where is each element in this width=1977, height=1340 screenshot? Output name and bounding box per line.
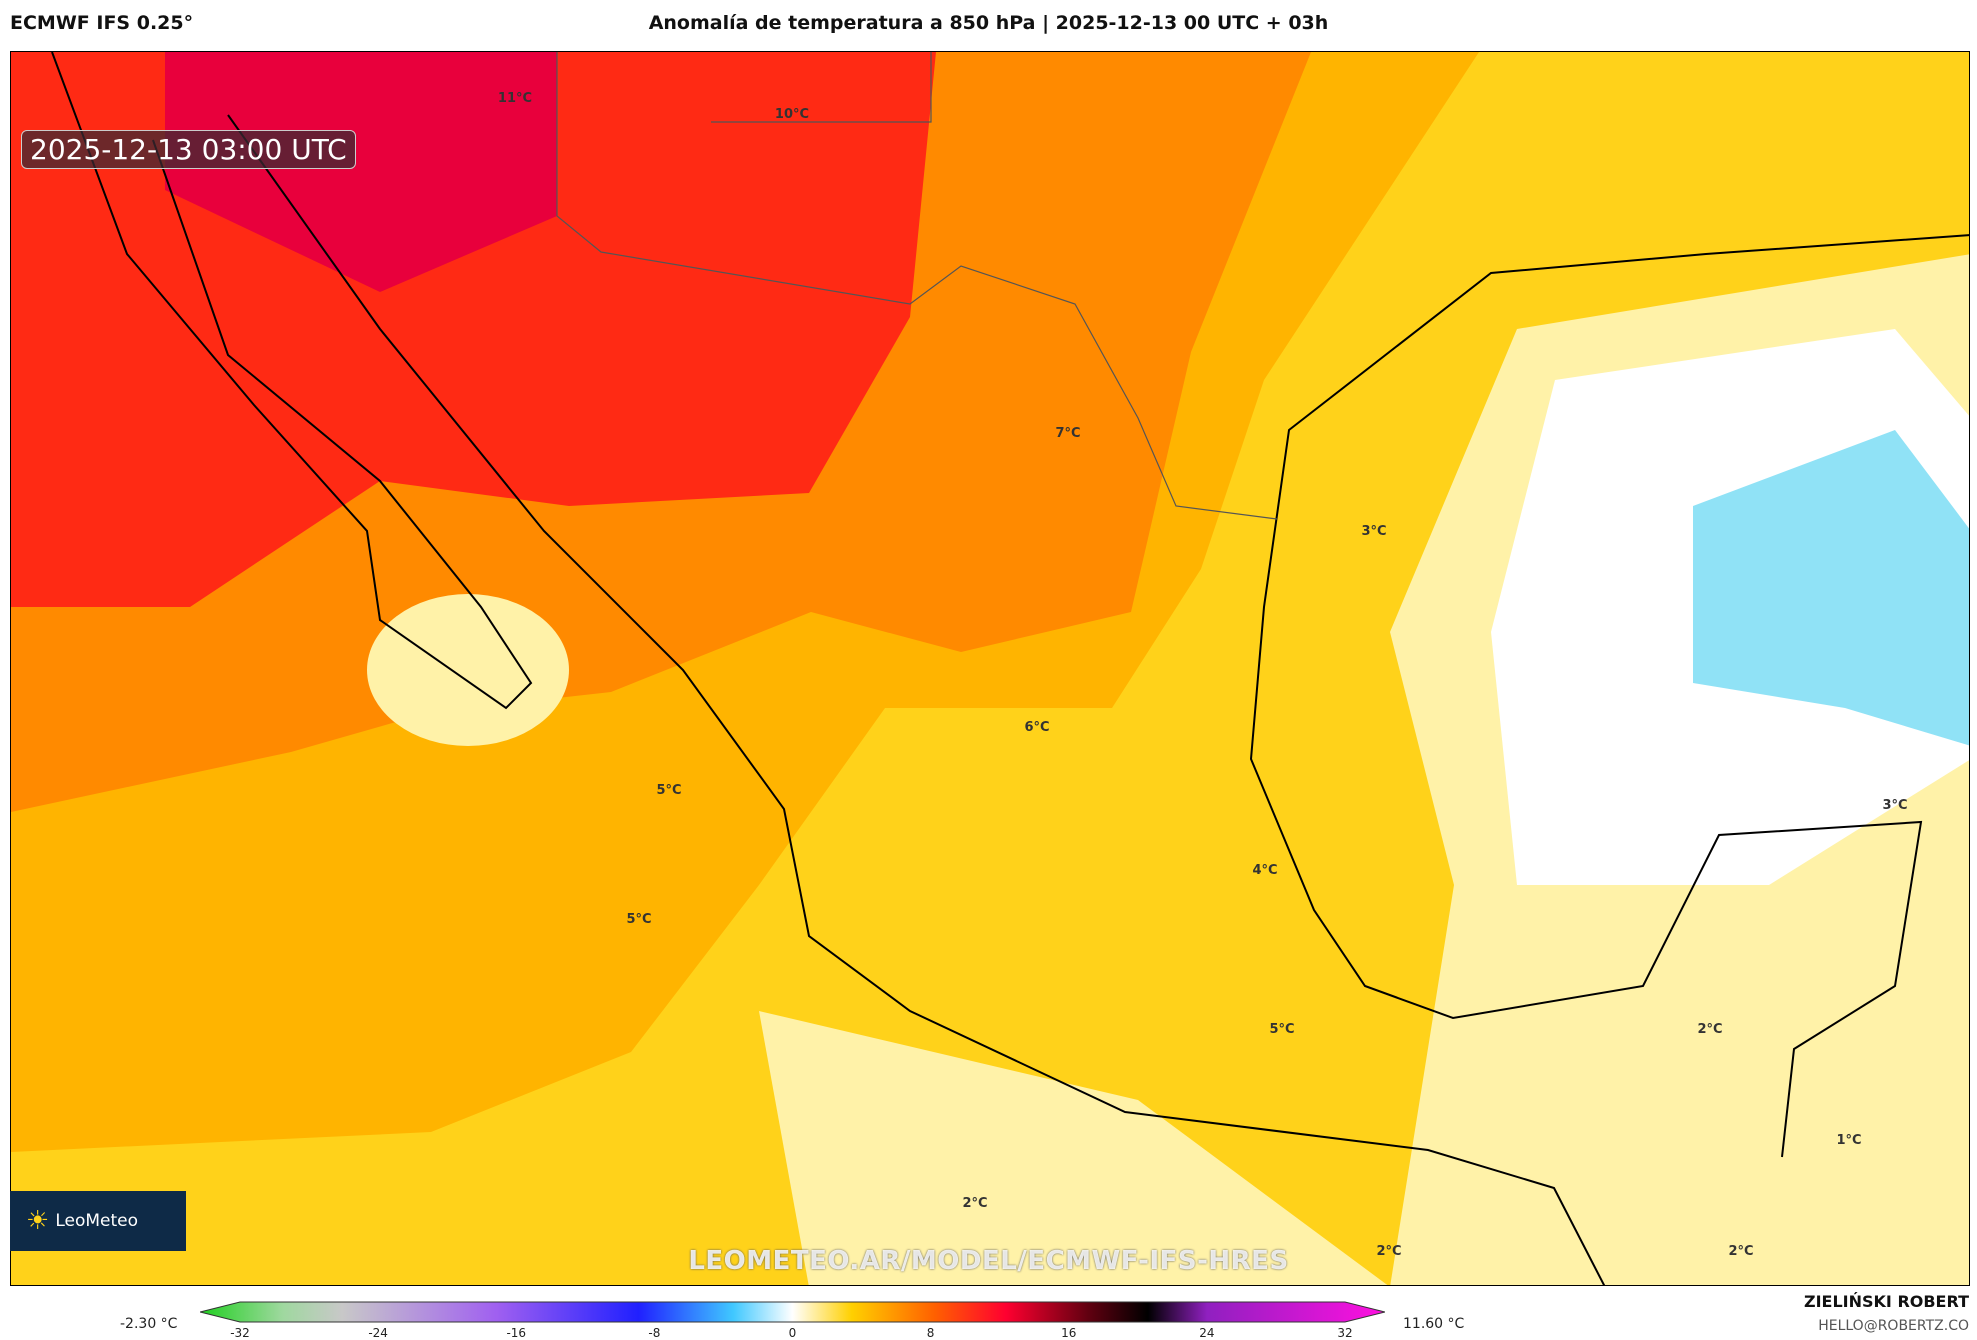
colorbar-tick-label: -16 (506, 1326, 527, 1340)
contour-label: 5°C (1269, 1022, 1294, 1037)
field-light-blue (1693, 430, 1969, 746)
anomaly-map: 11°C 10°C 7°C 3°C 6°C 5°C 5°C 4°C 3°C 5°C 2°C 1°C 2°… (11, 52, 1969, 1285)
author-name: ZIELIŃSKI ROBERT (1803, 1292, 1969, 1311)
colorbar (200, 1301, 1385, 1323)
borders (556, 52, 1278, 520)
logo-text: LeoMeteo (55, 1211, 138, 1231)
colorbar-tick-label: 24 (1199, 1326, 1215, 1340)
pacific-coast (227, 114, 1606, 1285)
contour-label: 3°C (1882, 798, 1907, 813)
field-baja-pale (367, 594, 569, 746)
model-name: ECMWF IFS 0.25° (10, 12, 194, 34)
contour-label: 2°C (962, 1196, 987, 1211)
colorbar-tick-label: 16 (1061, 1326, 1077, 1340)
contour-label: 3°C (1361, 524, 1386, 539)
contour-label: 7°C (1055, 426, 1080, 441)
colorbar-tick-label: -8 (648, 1326, 661, 1340)
coastlines (51, 52, 1969, 1285)
sun-icon: ☀ (26, 1206, 50, 1236)
author-email[interactable]: HELLO@ROBERTZ.CO (1818, 1318, 1969, 1334)
colorbar-tick-label: -32 (230, 1326, 250, 1340)
contour-label: 11°C (498, 91, 532, 106)
us-mexico-border (556, 52, 1278, 520)
gulf-coast (1249, 234, 1969, 1158)
contour-label: 2°C (1728, 1244, 1753, 1259)
contour-labels: 11°C 10°C 7°C 3°C 6°C 5°C 5°C 4°C 3°C 5°C 2°C 1°C 2°… (498, 91, 1908, 1259)
leometeo-logo[interactable]: ☀ LeoMeteo (10, 1191, 186, 1251)
map-panel: 11°C 10°C 7°C 3°C 6°C 5°C 5°C 4°C 3°C 5°C 2°C 1°C 2°… (10, 51, 1970, 1286)
colorbar-tick-label: 8 (926, 1326, 935, 1340)
contour-label: 5°C (656, 783, 681, 798)
colorbar-tick-label: 0 (788, 1326, 797, 1340)
contour-label: 1°C (1836, 1133, 1861, 1148)
contour-label: 2°C (1376, 1244, 1401, 1259)
valid-time-badge: 2025-12-13 03:00 UTC (21, 130, 356, 169)
colorbar-tick-label: 32 (1337, 1326, 1353, 1340)
colorbar-min-label: -2.30 °C (120, 1316, 178, 1332)
contour-label: 4°C (1252, 863, 1277, 878)
chart-title: Anomalía de temperatura a 850 hPa | 2025… (648, 12, 1329, 34)
contour-label: 2°C (1697, 1022, 1722, 1037)
field-crimson (165, 52, 557, 292)
colorbar-tick-label: -24 (368, 1326, 388, 1340)
colorbar-max-label: 11.60 °C (1403, 1316, 1465, 1332)
colorbar-ramp (200, 1301, 1385, 1323)
contour-label: 10°C (775, 107, 809, 122)
contour-label: 6°C (1024, 720, 1049, 735)
contour-label: 5°C (626, 912, 651, 927)
baja-coast (51, 52, 533, 710)
field-pale-south (759, 1011, 1388, 1285)
state-border (711, 52, 932, 123)
watermark-url[interactable]: LEOMETEO.AR/MODEL/ECMWF-IFS-HRES (688, 1246, 1289, 1276)
